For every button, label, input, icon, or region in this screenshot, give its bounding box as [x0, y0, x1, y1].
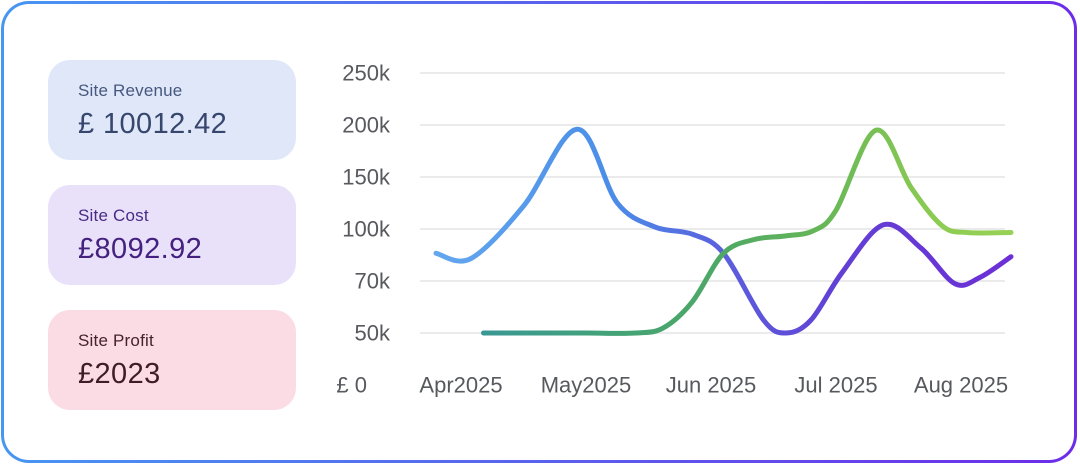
- stat-card-site-revenue: Site Revenue £ 10012.42: [48, 60, 296, 160]
- stat-card-value: £8092.92: [78, 233, 203, 265]
- y-axis-zero-label: £ 0: [336, 373, 367, 398]
- x-axis-tick-label: Jun 2025: [666, 373, 757, 398]
- y-axis-tick-label: 250k: [342, 61, 391, 86]
- stat-card-label: Site Revenue: [78, 81, 183, 100]
- y-axis-tick-label: 70k: [355, 269, 391, 294]
- y-axis-tick-label: 50k: [355, 321, 391, 346]
- x-axis-tick-label: Jul 2025: [794, 373, 877, 398]
- stat-card-value: £ 10012.42: [78, 108, 228, 140]
- green-line: [481, 127, 1014, 336]
- x-axis-tick-label: May2025: [541, 373, 632, 398]
- y-axis-tick-label: 150k: [342, 165, 391, 190]
- stat-card-site-profit: Site Profit £2023: [48, 310, 296, 410]
- stat-card-label: Site Cost: [78, 206, 149, 225]
- stat-card-value: £2023: [78, 358, 161, 390]
- blue-purple-line: [433, 126, 1014, 336]
- stat-card-label: Site Profit: [78, 331, 154, 350]
- y-axis-tick-label: 200k: [342, 113, 391, 138]
- x-axis-tick-label: Apr2025: [419, 373, 502, 398]
- stats-column: Site Revenue £ 10012.42 Site Cost £8092.…: [48, 60, 298, 435]
- stat-card-site-cost: Site Cost £8092.92: [48, 185, 296, 285]
- x-axis-tick-label: Aug 2025: [914, 373, 1008, 398]
- y-axis-tick-label: 100k: [342, 217, 391, 242]
